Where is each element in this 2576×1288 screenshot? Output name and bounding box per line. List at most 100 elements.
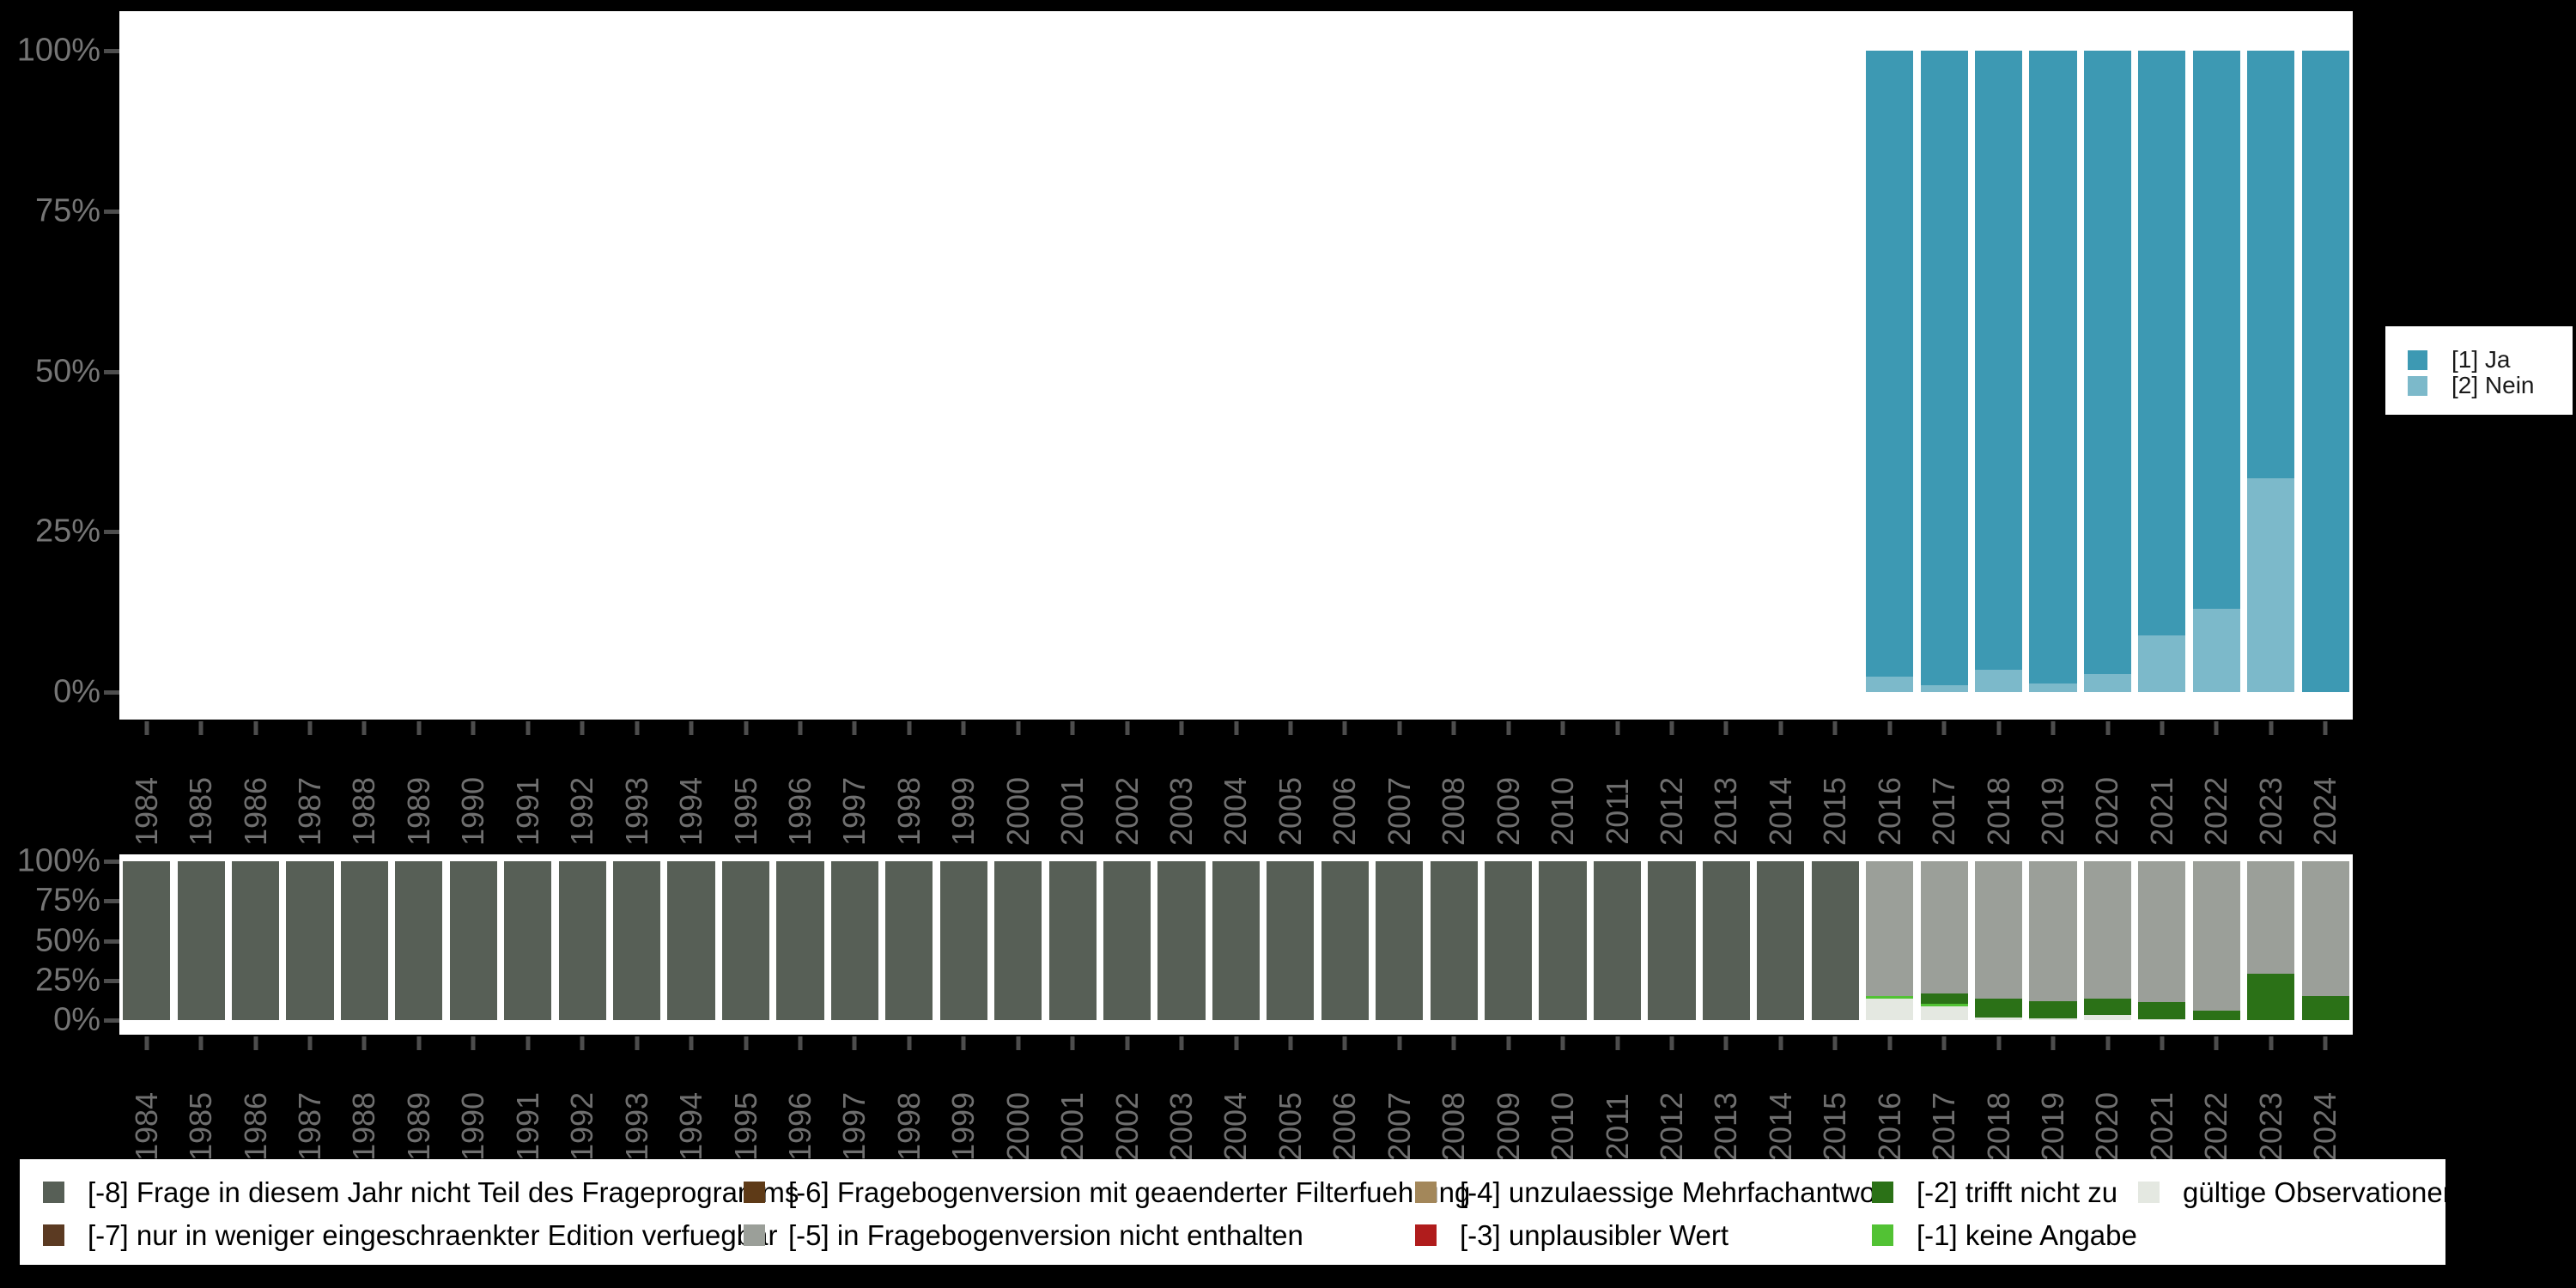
x-axis-tick [1016,1036,1021,1050]
x-axis-tick [1125,721,1130,735]
x-axis-label-cell: 2018 [1971,740,2026,869]
x-axis-tick [1615,721,1620,735]
x-axis-label-cell: 1989 [392,740,446,869]
bar-segment [1539,861,1587,1020]
x-axis-label-cell: 2017 [1917,740,1971,869]
bar-slot-1999 [937,861,991,1020]
bar-slot-1993 [610,861,664,1020]
y-axis-tick [104,978,119,983]
x-axis-tick [198,1036,204,1050]
x-axis-tick [1615,1036,1620,1050]
bar-segment [1485,861,1533,1020]
x-axis-tick [253,721,258,735]
bar-1998 [885,51,933,692]
bar-slot-1997 [828,861,882,1020]
bar-segment [1920,861,1968,993]
bar-2008 [1430,861,1478,1020]
y-axis-label: 75% [34,882,100,919]
bar-2000 [994,861,1042,1020]
bar-segment [2192,51,2240,609]
x-axis-tick [1288,721,1293,735]
bar-segment [1920,51,1968,685]
upper-chart-plot-area [119,11,2353,720]
bar-2008 [1431,51,1478,692]
bar-slot-1998 [882,861,936,1020]
x-axis-tick [1560,1036,1565,1050]
bar-segment [721,861,770,1020]
y-axis-tick [104,899,119,904]
bar-1986 [232,51,279,692]
bar-segment [1920,993,1968,1004]
bar-segment [123,861,171,1020]
bar-segment [1321,861,1369,1020]
bar-2007 [1376,51,1423,692]
bar-segment [1974,1018,2023,1020]
bar-segment [1866,996,1914,999]
bar-segment [558,861,606,1020]
x-axis-tick [1778,1036,1783,1050]
x-axis-label-cell: 1997 [828,740,882,869]
bar-segment [1866,861,1914,997]
bar-slot-2012 [1644,51,1698,692]
bar-segment [613,861,661,1020]
minus3-color-swatch [1415,1224,1437,1246]
x-axis-tick [1342,1036,1347,1050]
x-axis-tick [1669,721,1674,735]
bar-1987 [286,861,334,1020]
x-axis-tick [416,721,422,735]
x-axis-tick [526,721,531,735]
x-axis-tick [1941,721,1947,735]
bar-slot-2013 [1699,51,1753,692]
x-axis-tick [907,721,912,735]
bar-slot-2008 [1427,51,1481,692]
bar-segment [776,861,824,1020]
y-axis-label: 50% [34,922,100,958]
bar-1994 [667,861,715,1020]
bar-slot-2018 [1971,51,2026,692]
bar-slot-1985 [173,51,228,692]
y-axis-label: 25% [34,513,100,550]
bar-slot-1984 [119,861,173,1020]
legend-item-minus4: [-4] unzulaessige Mehrfachantwort [1415,1176,1893,1208]
y-axis-tick [104,530,119,535]
x-axis-tick [1070,1036,1075,1050]
bar-slot-2015 [1808,51,1862,692]
bar-segment [2301,51,2349,692]
bar-2000 [994,51,1042,692]
x-axis-tick [2323,1036,2328,1050]
x-axis-tick [2050,1036,2056,1050]
bar-slot-2014 [1753,51,1807,692]
bar-segment [1212,861,1261,1020]
legend-label-minus2: [-2] trifft nicht zu [1917,1176,2118,1208]
bar-slot-2010 [1535,861,1589,1020]
legend-item-minus1: [-1] keine Angabe [1872,1218,2137,1251]
bar-2018 [1974,51,2023,692]
bar-segment [939,861,987,1020]
bar-slot-1984 [119,51,173,692]
x-axis-label-cell: 2021 [2135,740,2189,869]
bar-1990 [449,861,497,1020]
bar-slot-2021 [2135,861,2189,1020]
bar-segment [2083,999,2132,1016]
bar-segment [1702,861,1750,1020]
bar-1991 [504,51,551,692]
bar-slot-2023 [2244,861,2298,1020]
x-axis-tick [361,721,367,735]
x-axis-tick [1179,1036,1184,1050]
minus2-color-swatch [1872,1182,1893,1203]
x-axis-tick [1887,1036,1893,1050]
legend-label-minus6: [-6] Fragebogenversion mit geaenderter F… [788,1176,1471,1208]
legend-label-minus1: [-1] keine Angabe [1917,1218,2137,1251]
bar-slot-2023 [2244,51,2298,692]
bar-segment [2192,608,2240,692]
x-axis-tick [1778,721,1783,735]
bar-segment [2029,861,2077,1001]
y-axis-label: 50% [34,353,100,389]
bar-2015 [1811,861,1859,1020]
x-axis-tick [961,721,966,735]
lower-chart-plot-area [119,854,2353,1035]
bar-slot-1986 [228,51,283,692]
upper-chart-legend: [1] Ja [2] Nein [2385,326,2573,415]
bar-1987 [286,51,333,692]
bar-slot-1991 [501,861,555,1020]
